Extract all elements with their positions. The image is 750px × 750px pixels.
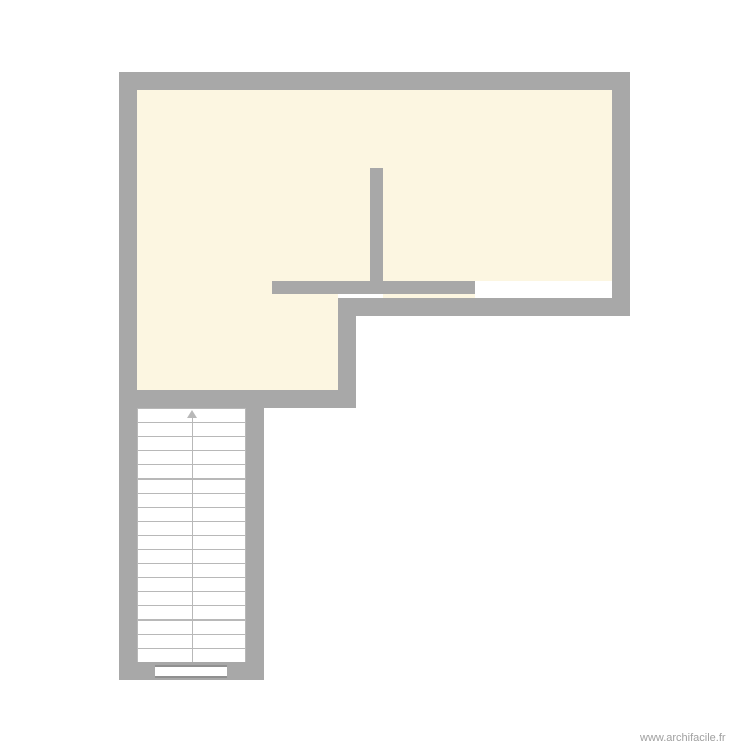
wall-segment [119, 390, 356, 408]
stair-direction-arrow-icon [187, 410, 197, 418]
wall-segment [612, 72, 630, 316]
wall-segment [246, 390, 264, 680]
floor-region [272, 294, 338, 390]
floor-region [137, 281, 272, 390]
staircase [137, 408, 246, 662]
wall-segment [370, 168, 383, 294]
stair-centerline [192, 414, 193, 662]
watermark-text: www.archifacile.fr [640, 732, 726, 744]
wall-segment [119, 72, 630, 90]
wall-segment [338, 298, 630, 316]
floorplan-canvas: www.archifacile.fr [0, 0, 750, 750]
wall-segment [119, 72, 137, 680]
door-opening [155, 665, 227, 678]
